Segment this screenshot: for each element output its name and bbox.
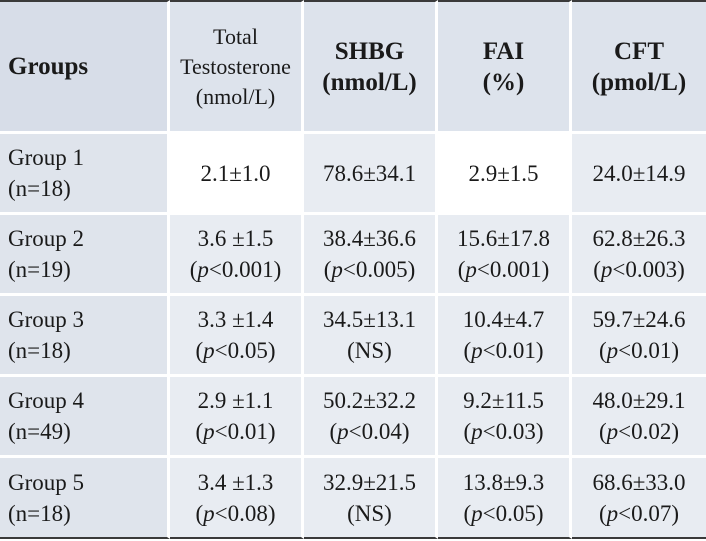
cell-total-testosterone: 2.9 ±1.1 (p<0.01) xyxy=(170,377,304,458)
cft-p-value: (p<0.07) xyxy=(598,500,680,526)
cell-cft: 24.0±14.9 xyxy=(572,134,706,215)
tt-value: 3.3 ±1.4 xyxy=(197,307,274,332)
shbg-p-value: (NS) xyxy=(347,338,392,363)
fai-p-value: (p<0.001) xyxy=(457,257,550,282)
header-tt-line1: Total xyxy=(213,23,258,49)
cell-group: Group 5 (n=18) xyxy=(0,458,170,539)
group-name: Group 5 xyxy=(8,469,85,495)
tt-p-value: (p<0.05) xyxy=(195,338,276,363)
cft-value: 48.0±29.1 xyxy=(592,388,686,413)
table-row: Group 1 (n=18) 2.1±1.0 78.6±34.1 2.9±1.5 24.0… xyxy=(0,134,706,215)
cell-total-testosterone: 3.6 ±1.5 (p<0.001) xyxy=(170,215,304,296)
fai-value: 15.6±17.8 xyxy=(456,226,551,251)
fai-p-value: (p<0.03) xyxy=(463,419,544,444)
cell-total-testosterone: 2.1±1.0 xyxy=(170,134,304,215)
cell-group: Group 2 (n=19) xyxy=(0,215,170,296)
shbg-p-value: (p<0.005) xyxy=(323,257,416,282)
tt-value: 3.6 ±1.5 xyxy=(197,226,274,251)
header-cft-line1: CFT xyxy=(614,37,664,65)
shbg-value: 38.4±36.6 xyxy=(322,226,417,251)
cell-shbg: 38.4±36.6 (p<0.005) xyxy=(304,215,438,296)
header-cft-line2: (pmol/L) xyxy=(591,68,687,96)
header-total-testosterone: Total Testosterone (nmol/L) xyxy=(170,0,304,134)
group-n: (n=19) xyxy=(8,257,71,282)
header-shbg: SHBG (nmol/L) xyxy=(304,0,438,134)
header-cft: CFT (pmol/L) xyxy=(572,0,706,134)
cell-fai: 13.8±9.3 (p<0.05) xyxy=(438,458,572,539)
cell-total-testosterone: 3.3 ±1.4 (p<0.05) xyxy=(170,296,304,377)
table-row: Group 4 (n=49) 2.9 ±1.1 (p<0.01) 50.2±32.2 (p… xyxy=(0,377,706,458)
group-n: (n=18) xyxy=(8,176,71,201)
shbg-value: 50.2±32.2 xyxy=(322,388,417,413)
cell-total-testosterone: 3.4 ±1.3 (p<0.08) xyxy=(170,458,304,539)
cell-fai: 9.2±11.5 (p<0.03) xyxy=(438,377,572,458)
cft-p-value: (p<0.02) xyxy=(598,419,680,444)
cft-value: 59.7±24.6 xyxy=(592,307,686,332)
tt-value: 3.4 ±1.3 xyxy=(197,469,274,495)
fai-value: 13.8±9.3 xyxy=(462,469,545,495)
shbg-p-value: (NS) xyxy=(347,500,392,526)
header-groups: Groups xyxy=(0,0,170,134)
shbg-value: 34.5±13.1 xyxy=(322,307,417,332)
cell-fai: 10.4±4.7 (p<0.01) xyxy=(438,296,572,377)
cell-fai: 2.9±1.5 xyxy=(438,134,572,215)
header-shbg-line1: SHBG xyxy=(334,37,405,65)
cell-shbg: 32.9±21.5 (NS) xyxy=(304,458,438,539)
header-fai: FAI (%) xyxy=(438,0,572,134)
group-n: (n=49) xyxy=(8,419,71,444)
shbg-value: 78.6±34.1 xyxy=(322,160,417,186)
tt-p-value: (p<0.08) xyxy=(195,500,276,526)
group-name: Group 3 xyxy=(8,307,85,332)
cell-shbg: 78.6±34.1 xyxy=(304,134,438,215)
fai-value: 2.9±1.5 xyxy=(468,160,539,186)
header-tt-line3: (nmol/L) xyxy=(195,83,276,109)
cft-value: 68.6±33.0 xyxy=(592,469,686,495)
cft-value: 62.8±26.3 xyxy=(592,226,686,251)
fai-p-value: (p<0.01) xyxy=(463,338,544,363)
tt-value: 2.9 ±1.1 xyxy=(197,388,274,413)
group-n: (n=18) xyxy=(8,500,71,526)
cft-p-value: (p<0.01) xyxy=(598,338,680,363)
tt-value: 2.1±1.0 xyxy=(200,160,271,186)
cell-group: Group 4 (n=49) xyxy=(0,377,170,458)
header-row: Groups Total Testosterone (nmol/L) SHBG … xyxy=(0,0,706,134)
cell-cft: 68.6±33.0 (p<0.07) xyxy=(572,458,706,539)
cell-group: Group 1 (n=18) xyxy=(0,134,170,215)
fai-value: 9.2±11.5 xyxy=(463,388,544,413)
cft-p-value: (p<0.003) xyxy=(593,257,685,282)
group-name: Group 2 xyxy=(8,226,85,251)
header-tt-line2: Testosterone xyxy=(180,53,291,79)
cell-cft: 62.8±26.3 (p<0.003) xyxy=(572,215,706,296)
table-row: Group 5 (n=18) 3.4 ±1.3 (p<0.08) 32.9±21.5 (N… xyxy=(0,458,706,539)
header-shbg-line2: (nmol/L) xyxy=(322,68,417,96)
cft-value: 24.0±14.9 xyxy=(592,160,686,186)
shbg-p-value: (p<0.04) xyxy=(329,419,410,444)
tt-p-value: (p<0.01) xyxy=(195,419,276,444)
cell-shbg: 50.2±32.2 (p<0.04) xyxy=(304,377,438,458)
cell-shbg: 34.5±13.1 (NS) xyxy=(304,296,438,377)
group-name: Group 1 xyxy=(8,145,85,170)
cell-cft: 48.0±29.1 (p<0.02) xyxy=(572,377,706,458)
tt-p-value: (p<0.001) xyxy=(189,257,282,282)
cell-cft: 59.7±24.6 (p<0.01) xyxy=(572,296,706,377)
shbg-value: 32.9±21.5 xyxy=(322,469,417,495)
group-name: Group 4 xyxy=(8,388,85,413)
cell-group: Group 3 (n=18) xyxy=(0,296,170,377)
header-fai-line2: (%) xyxy=(482,68,525,96)
table-row: Group 3 (n=18) 3.3 ±1.4 (p<0.05) 34.5±13.1 (N… xyxy=(0,296,706,377)
table-row: Group 2 (n=19) 3.6 ±1.5 (p<0.001) 38.4±36.6 (… xyxy=(0,215,706,296)
cell-fai: 15.6±17.8 (p<0.001) xyxy=(438,215,572,296)
fai-value: 10.4±4.7 xyxy=(462,307,545,332)
group-n: (n=18) xyxy=(8,338,71,363)
header-fai-line1: FAI xyxy=(482,37,525,65)
fai-p-value: (p<0.05) xyxy=(463,500,544,526)
